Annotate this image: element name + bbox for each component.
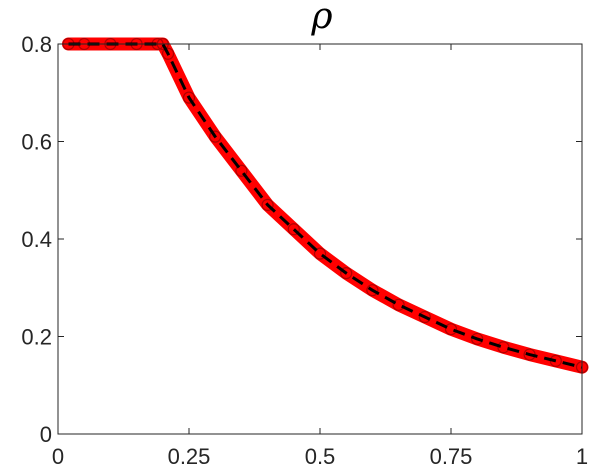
red-series-marker — [418, 310, 431, 324]
red-series-marker — [261, 198, 274, 211]
red-series-marker — [161, 47, 175, 60]
chart-title: ρ — [310, 0, 332, 37]
red-series-line — [61, 37, 589, 374]
x-tick-label: 1 — [576, 444, 588, 469]
red-series-marker — [313, 247, 327, 260]
y-tick-label: 0.6 — [21, 130, 52, 155]
x-axis: 0 0.25 0.5 0.75 1 — [52, 44, 588, 469]
red-series-marker — [235, 164, 248, 177]
red-series-marker — [209, 130, 222, 143]
series-layer — [61, 37, 589, 374]
y-tick-label: 0.8 — [21, 32, 52, 57]
x-tick-label: 0.25 — [168, 444, 211, 469]
y-axis: 0 0.2 0.4 0.6 0.8 — [21, 32, 582, 447]
y-tick-label: 0.4 — [21, 227, 52, 252]
x-tick-label: 0.5 — [305, 444, 336, 469]
red-series-marker — [444, 323, 458, 336]
red-series-marker — [340, 267, 353, 280]
x-tick-label: 0.75 — [430, 444, 473, 469]
red-series-marker — [287, 223, 300, 236]
red-series-marker — [392, 298, 405, 311]
black-dashed-series-line — [68, 42, 583, 369]
red-series-marker — [182, 91, 196, 104]
y-tick-label: 0 — [40, 422, 52, 447]
y-tick-label: 0.2 — [21, 325, 52, 350]
x-tick-label: 0 — [52, 444, 64, 469]
red-series-marker — [366, 284, 379, 297]
plot-frame — [57, 43, 583, 435]
red-series-marker — [471, 332, 484, 346]
